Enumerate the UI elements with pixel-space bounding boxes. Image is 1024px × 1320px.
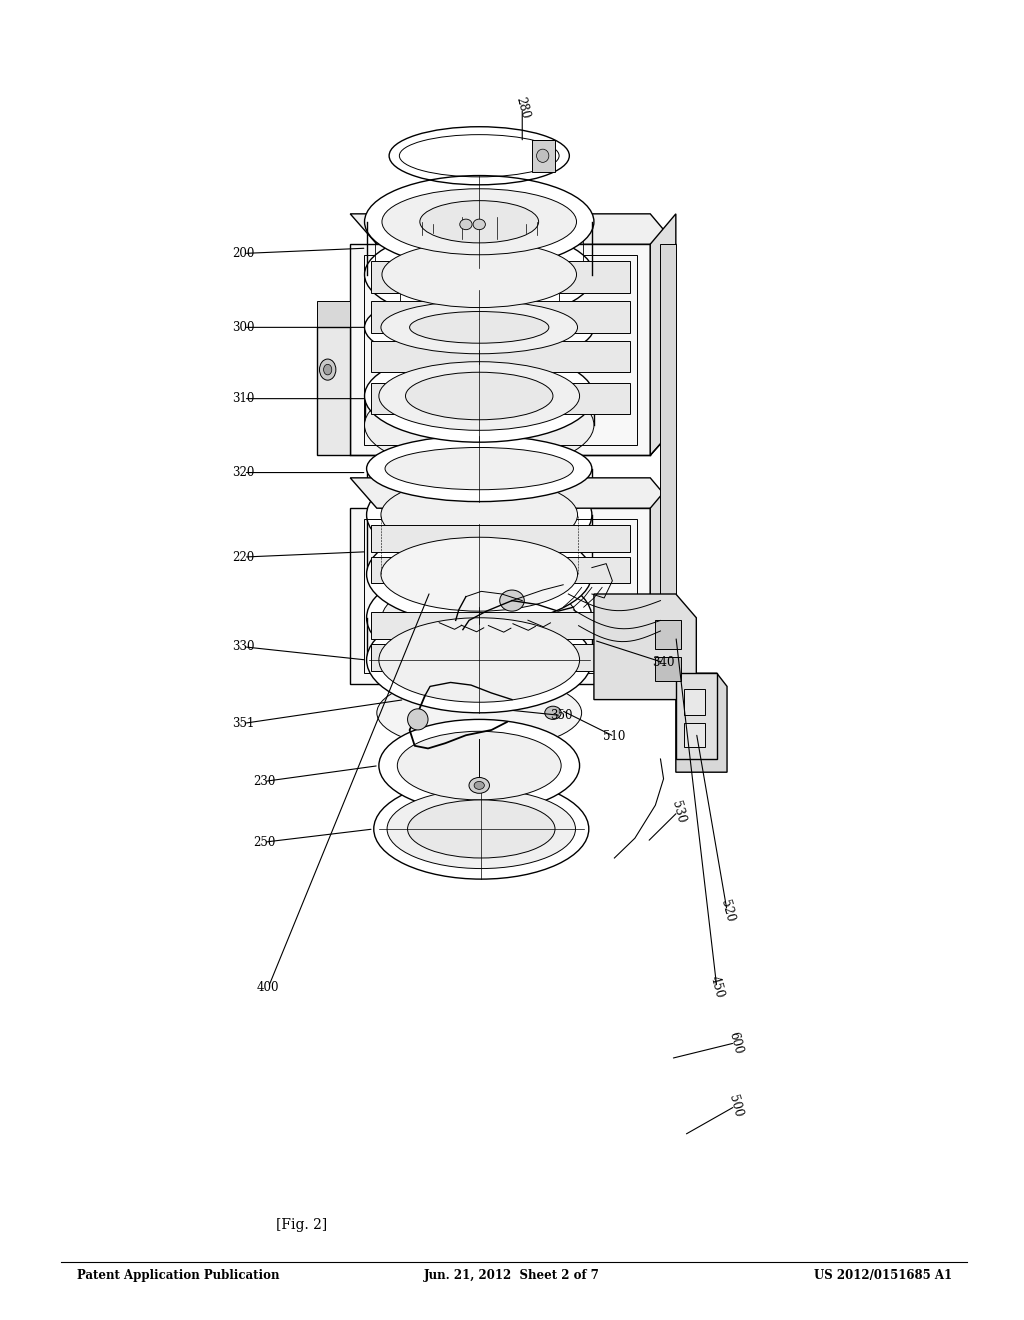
Bar (684, 689, 705, 715)
Polygon shape (350, 478, 676, 508)
Ellipse shape (365, 290, 594, 364)
Text: 220: 220 (232, 550, 255, 564)
Text: Patent Application Publication: Patent Application Publication (77, 1269, 280, 1282)
Text: Jun. 21, 2012  Sheet 2 of 7: Jun. 21, 2012 Sheet 2 of 7 (424, 1269, 600, 1282)
Text: 351: 351 (232, 717, 255, 730)
Text: 450: 450 (708, 974, 726, 1001)
Text: 530: 530 (669, 799, 687, 825)
Ellipse shape (420, 201, 539, 243)
Ellipse shape (379, 362, 580, 430)
Text: US 2012/0151685 A1: US 2012/0151685 A1 (814, 1269, 952, 1282)
Ellipse shape (379, 719, 580, 812)
Ellipse shape (545, 706, 561, 719)
Ellipse shape (367, 436, 592, 502)
Ellipse shape (408, 800, 555, 858)
Polygon shape (676, 673, 717, 759)
Polygon shape (676, 673, 727, 772)
Polygon shape (371, 301, 630, 333)
Text: 350: 350 (550, 709, 572, 722)
Polygon shape (650, 478, 676, 684)
Ellipse shape (379, 618, 580, 702)
Text: 510: 510 (603, 730, 626, 743)
Ellipse shape (365, 350, 594, 442)
Text: 330: 330 (232, 640, 255, 653)
Ellipse shape (387, 789, 575, 869)
Ellipse shape (473, 219, 485, 230)
Polygon shape (650, 214, 676, 455)
Text: [Fig. 2]: [Fig. 2] (276, 1218, 328, 1232)
Ellipse shape (381, 301, 578, 354)
Ellipse shape (460, 219, 472, 230)
Ellipse shape (367, 565, 592, 671)
Bar (684, 723, 705, 747)
Ellipse shape (381, 537, 578, 611)
Ellipse shape (408, 709, 428, 730)
Ellipse shape (365, 176, 594, 268)
Text: 400: 400 (257, 981, 280, 994)
Polygon shape (371, 341, 630, 372)
Text: 280: 280 (513, 96, 531, 120)
Ellipse shape (381, 478, 578, 552)
Polygon shape (350, 508, 650, 684)
Ellipse shape (397, 731, 561, 800)
Polygon shape (371, 525, 630, 552)
Ellipse shape (410, 312, 549, 343)
Bar (655, 620, 681, 649)
Ellipse shape (319, 359, 336, 380)
Ellipse shape (406, 372, 553, 420)
Text: 250: 250 (253, 836, 275, 849)
Ellipse shape (382, 189, 577, 255)
Polygon shape (317, 301, 350, 327)
Polygon shape (350, 214, 676, 244)
Ellipse shape (367, 459, 592, 525)
Ellipse shape (537, 149, 549, 162)
Ellipse shape (500, 590, 524, 611)
Ellipse shape (324, 364, 332, 375)
Polygon shape (660, 244, 676, 684)
Text: 600: 600 (726, 1030, 744, 1056)
Polygon shape (371, 644, 630, 671)
Text: 300: 300 (232, 321, 255, 334)
Ellipse shape (474, 781, 484, 789)
Text: 200: 200 (232, 247, 255, 260)
Text: 310: 310 (232, 392, 255, 405)
Polygon shape (317, 327, 350, 455)
Ellipse shape (469, 777, 489, 793)
Polygon shape (371, 557, 630, 583)
Ellipse shape (382, 578, 577, 657)
Ellipse shape (377, 676, 582, 750)
Text: 230: 230 (253, 775, 275, 788)
Polygon shape (350, 244, 650, 455)
Polygon shape (594, 594, 696, 700)
Polygon shape (371, 261, 630, 293)
Text: 340: 340 (652, 656, 675, 669)
Ellipse shape (382, 242, 577, 308)
Ellipse shape (367, 607, 592, 713)
Ellipse shape (374, 779, 589, 879)
Ellipse shape (367, 524, 592, 624)
Ellipse shape (385, 447, 573, 490)
Text: 520: 520 (718, 899, 736, 923)
Bar (655, 657, 681, 681)
Bar (532, 140, 555, 172)
Ellipse shape (365, 228, 594, 321)
Ellipse shape (365, 379, 594, 471)
Polygon shape (371, 612, 630, 639)
Polygon shape (371, 383, 630, 414)
Text: 320: 320 (232, 466, 255, 479)
Text: 500: 500 (726, 1093, 744, 1119)
Ellipse shape (367, 465, 592, 565)
